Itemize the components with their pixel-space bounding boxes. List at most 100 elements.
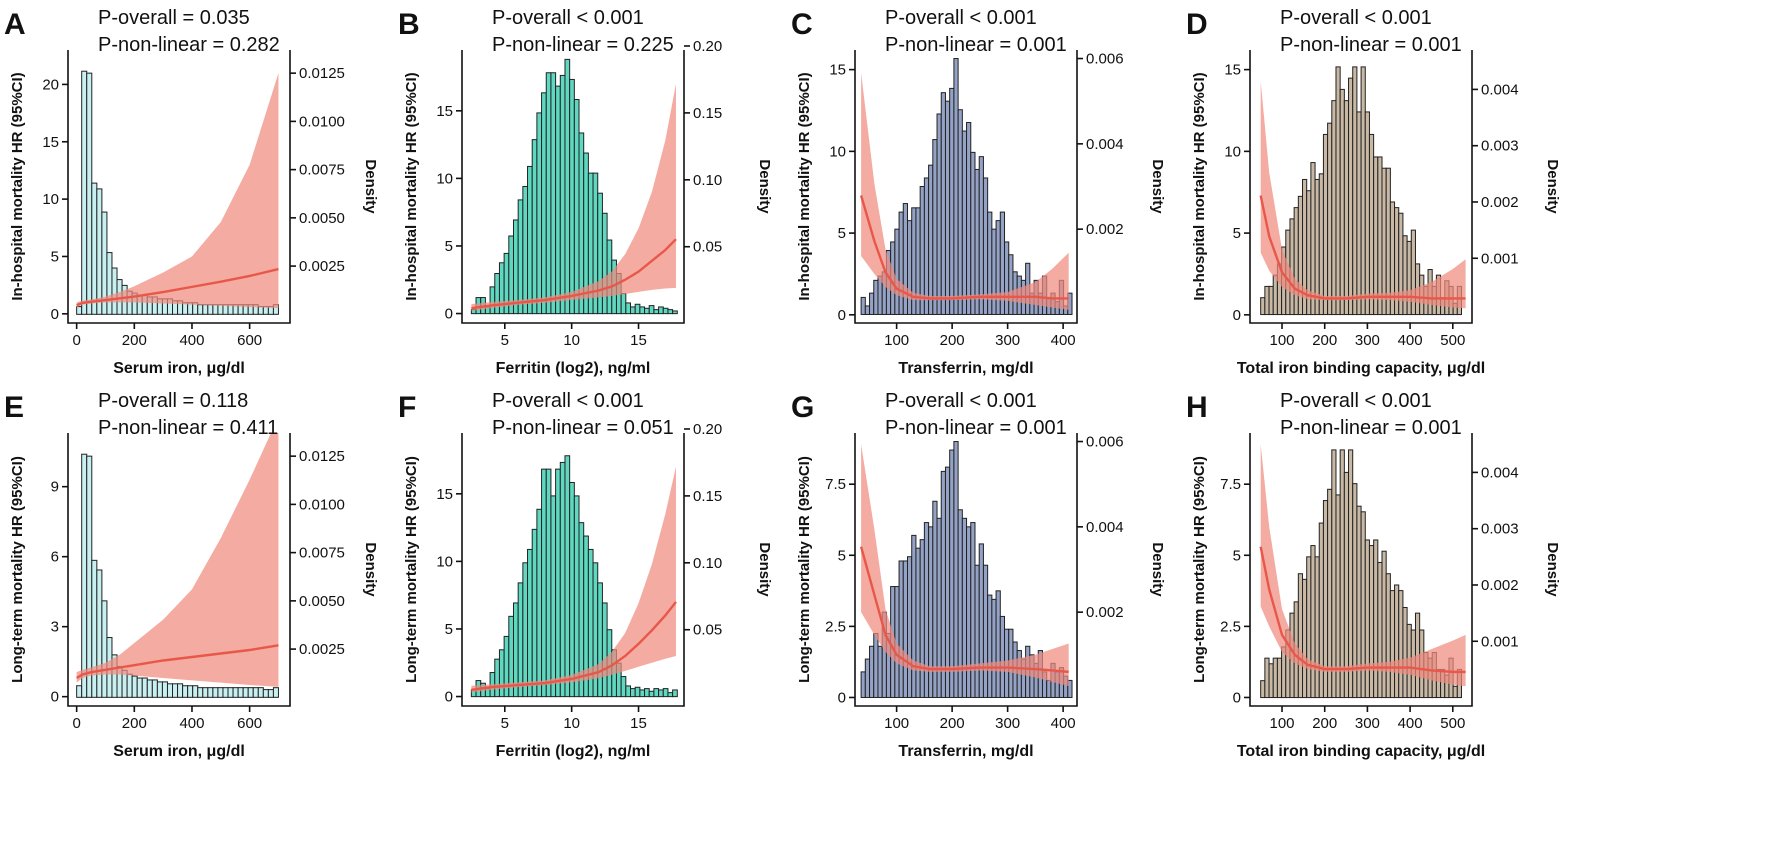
x-tick-label: 200: [1312, 332, 1337, 349]
histogram-bar: [672, 689, 678, 698]
y-tick-label: 15: [42, 134, 59, 151]
y2-tick-label: 0.001: [1481, 250, 1519, 267]
x-tick-label: 10: [563, 332, 580, 349]
y-tick-label: 0: [445, 689, 453, 706]
histogram-bar: [197, 687, 204, 698]
x-tick-label: 10: [563, 715, 580, 732]
histogram-bar: [262, 689, 269, 698]
histogram-bar: [522, 186, 529, 315]
histogram-bar: [573, 495, 580, 698]
histogram-bar: [1008, 254, 1014, 315]
histogram-bar: [531, 139, 538, 315]
histogram-bar: [936, 113, 942, 315]
histogram-bar: [217, 304, 224, 315]
histogram-bar: [494, 658, 500, 698]
histogram-bar: [915, 547, 921, 698]
panel-h: 100 200 300 400 500 0 2.5 5 7.5 0.001 0.002 0.003 0.…: [1186, 390, 1561, 760]
histogram-bar: [1331, 449, 1337, 699]
histogram-bar: [541, 92, 547, 315]
histogram-bar: [527, 548, 533, 698]
histogram-bar: [630, 688, 636, 698]
histogram-bar: [522, 562, 529, 698]
histogram-bar: [1406, 240, 1412, 316]
histogram-bar: [1314, 556, 1320, 699]
y-tick-label: 15: [1224, 62, 1241, 79]
histogram-bar: [559, 461, 566, 698]
p-overall-label: P-overall < 0.001: [1280, 7, 1432, 29]
y-tick-label: 5: [838, 547, 846, 564]
panel-letter: G: [791, 391, 814, 424]
histogram-bar: [648, 690, 655, 698]
histogram-bar: [949, 87, 955, 315]
p-nonlinear-label: P-non-linear = 0.282: [98, 34, 280, 56]
y-axis-label: In-hospital mortality HR (95%CI): [796, 72, 813, 300]
histogram-bar: [1331, 100, 1337, 316]
y-tick-label: 2.5: [1220, 618, 1241, 635]
panel-f: 5 10 15 0 5 10 15 0.05 0.10 0.15 0.20 F P-overall < …: [398, 390, 773, 760]
y2-tick-label: 0.0100: [299, 113, 345, 130]
x-tick-label: 400: [179, 332, 204, 349]
histogram-bar: [911, 534, 917, 698]
histogram-bar: [1348, 77, 1354, 316]
panel-letter: D: [1186, 8, 1208, 41]
histogram-bar: [1385, 573, 1391, 699]
histogram-bar: [995, 590, 1001, 698]
y-tick-label: 10: [1224, 143, 1241, 160]
panel-letter: E: [4, 391, 24, 424]
histogram-bar: [864, 658, 871, 698]
y-axis-label: Long-term mortality HR (95%CI): [1191, 456, 1208, 683]
hr-spline-curve: [1259, 195, 1466, 300]
histogram-bar: [978, 156, 984, 315]
y2-tick-label: 0.10: [693, 172, 722, 189]
y2-tick-label: 0.05: [693, 622, 722, 639]
panel-letter: B: [398, 8, 420, 41]
y2-tick-label: 0.002: [1481, 577, 1519, 594]
histogram-bar: [202, 304, 209, 315]
histogram-bar: [573, 99, 580, 315]
x-tick-label: 500: [1440, 332, 1465, 349]
histogram-bar: [1377, 156, 1383, 316]
x-axis-label: Total iron binding capacity, μg/dl: [1237, 360, 1485, 377]
histogram-bar: [212, 304, 219, 315]
x-tick-label: 200: [940, 715, 965, 732]
histogram-bar: [644, 688, 650, 698]
p-overall-label: P-overall < 0.001: [1280, 390, 1432, 412]
histogram-bar: [1260, 297, 1266, 316]
histogram-bar: [564, 58, 571, 315]
histogram-bar: [257, 306, 264, 315]
histogram-bar: [106, 252, 113, 315]
histogram-bar: [96, 569, 103, 698]
histogram-bar: [536, 508, 543, 698]
histogram-bar: [987, 594, 993, 698]
y-tick-label: 6: [51, 549, 59, 566]
y-tick-label: 0: [445, 306, 453, 323]
p-overall-label: P-overall < 0.001: [492, 390, 644, 412]
axis-frame: [67, 433, 291, 707]
histogram-bar: [944, 466, 951, 698]
histogram-bar: [667, 309, 674, 315]
x-tick-label: 300: [995, 332, 1020, 349]
hr-confidence-band: [76, 433, 279, 687]
histogram-bar: [639, 689, 646, 698]
histogram-bar: [86, 72, 93, 315]
histogram-bar: [555, 468, 561, 698]
histogram-bar: [864, 305, 871, 315]
y-tick-label: 0: [1233, 689, 1241, 706]
p-overall-label: P-overall = 0.035: [98, 7, 250, 29]
y2-axis-label: Density: [1544, 542, 1561, 597]
y-tick-label: 0: [838, 307, 846, 324]
x-tick-label: 15: [630, 332, 647, 349]
histogram-bar: [902, 560, 909, 698]
histogram-bar: [550, 495, 557, 698]
y-tick-label: 5: [1233, 225, 1241, 242]
y2-tick-label: 0.15: [693, 488, 722, 505]
histogram-bar: [966, 122, 972, 315]
x-axis-label: Transferrin, mg/dl: [898, 360, 1033, 377]
histogram-bar: [541, 468, 547, 698]
y2-tick-label: 0.0075: [299, 545, 345, 562]
histogram-bar: [991, 598, 997, 698]
x-tick-label: 400: [1398, 715, 1423, 732]
histogram-bar: [550, 72, 557, 315]
y2-axis-label: Density: [362, 159, 379, 214]
histogram-bar: [919, 539, 925, 698]
